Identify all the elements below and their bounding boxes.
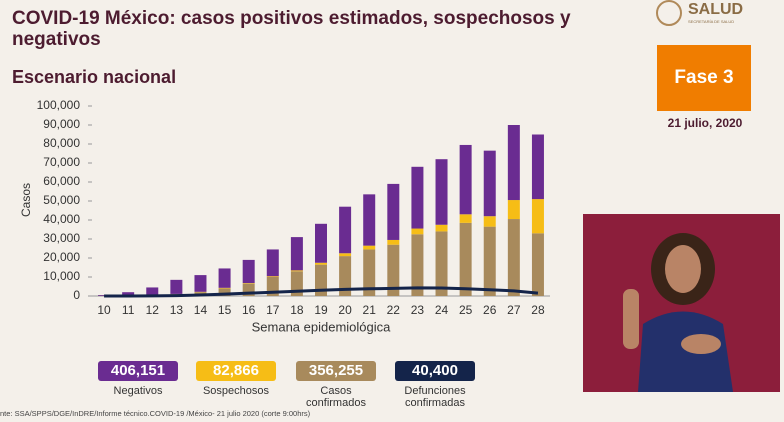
bar-segment: [483, 226, 496, 296]
y-tick-label: 30,000: [43, 231, 80, 245]
x-tick-label: 26: [483, 303, 497, 317]
bar-segment: [435, 159, 448, 225]
y-tick-label: 0: [73, 288, 80, 302]
bar-segment: [218, 287, 231, 289]
logo-emblem: [656, 0, 682, 26]
x-tick-label: 25: [459, 303, 473, 317]
bar-segment: [363, 245, 376, 250]
bar-segment: [483, 150, 496, 217]
legend-entry: 40,400 Defunciones confirmadas: [395, 361, 475, 409]
y-tick-label: 70,000: [43, 155, 80, 169]
logo-subtext: SECRETARÍA DE SALUD: [688, 19, 735, 24]
bar-segment: [531, 199, 544, 234]
legend-total: 356,255: [296, 361, 376, 381]
x-tick-label: 17: [266, 303, 280, 317]
x-tick-label: 22: [387, 303, 401, 317]
chart: Casos Semana epidemiológica 0 10,000 20,00…: [19, 98, 550, 334]
bar-segment: [194, 275, 207, 292]
y-tick-label: 50,000: [43, 193, 80, 207]
x-tick-label: 19: [314, 303, 328, 317]
y-axis-label: Casos: [19, 183, 33, 217]
y-tick-label: 80,000: [43, 136, 80, 150]
bar-segment: [218, 268, 231, 288]
video-interpreter: [583, 214, 780, 392]
x-tick-label: 21: [363, 303, 377, 317]
x-tick-label: 27: [507, 303, 521, 317]
y-tick-label: 40,000: [43, 212, 80, 226]
phase-badge: Fase 3: [657, 45, 751, 111]
bar-segment: [363, 194, 376, 246]
bar-segment: [387, 183, 400, 240]
legend-label: Casos confirmados: [306, 385, 366, 409]
bar-segment: [290, 270, 303, 272]
legend-label: Defunciones confirmadas: [404, 385, 466, 409]
bar-segment: [459, 214, 472, 223]
bar-segment: [339, 256, 352, 296]
bar-segment: [531, 134, 544, 200]
legend-entry: 82,866 Sospechosos: [196, 361, 276, 397]
logo-text: SALUD: [688, 1, 744, 18]
bar-segment: [266, 276, 279, 277]
bar-segment: [363, 249, 376, 296]
legend-total: 406,151: [98, 361, 178, 381]
title: COVID-19 México: casos positivos estimad…: [12, 8, 571, 50]
bar-segment: [242, 283, 255, 284]
bar-segment: [411, 234, 424, 296]
legend-total: 82,866: [196, 361, 276, 381]
bar-segment: [507, 219, 520, 296]
x-tick-label: 24: [435, 303, 449, 317]
bar-segment: [411, 228, 424, 235]
bar-segment: [339, 206, 352, 254]
bar-segment: [435, 231, 448, 296]
x-tick-label: 14: [194, 303, 208, 317]
bar-segment: [146, 287, 159, 296]
y-tick-label: 10,000: [43, 269, 80, 283]
bar-segment: [290, 237, 303, 271]
bar-segment: [339, 253, 352, 257]
legend-entry: 356,255 Casos confirmados: [296, 361, 376, 409]
bar-segment: [387, 239, 400, 245]
bar-segment: [170, 279, 183, 294]
bar-segment: [507, 125, 520, 201]
legend-total: 40,400: [395, 361, 475, 381]
x-tick-label: 12: [146, 303, 160, 317]
bar-segment: [315, 264, 327, 296]
x-tick-label: 10: [97, 303, 111, 317]
bar-segment: [218, 288, 231, 296]
bar-segment: [507, 200, 520, 220]
legend-label: Negativos: [113, 385, 163, 397]
x-tick-label: 16: [242, 303, 256, 317]
line: [104, 286, 539, 298]
x-tick-label: 13: [170, 303, 184, 317]
y-tick-label: 20,000: [43, 250, 80, 264]
x-tick-label: 28: [531, 303, 545, 317]
bar-segment: [411, 166, 424, 229]
y-tick-label: 100,000: [37, 98, 81, 112]
x-tick-label: 11: [122, 303, 135, 317]
bar-segment: [122, 292, 135, 296]
legend-entry: 406,151 Negativos: [98, 361, 178, 397]
bar-segment: [387, 244, 400, 296]
x-tick-label: 23: [411, 303, 425, 317]
bar-segment: [266, 249, 279, 277]
x-axis-label: Semana epidemiológica: [252, 319, 392, 334]
bar-segment: [315, 223, 327, 263]
bar-segment: [531, 233, 544, 296]
source: nte: SSA/SPPS/DGE/InDRE/Informe técnico.…: [0, 409, 311, 418]
y-tick-label: 60,000: [43, 174, 80, 188]
subtitle: Escenario nacional: [12, 67, 177, 87]
x-tick-label: 20: [338, 303, 352, 317]
legend-label: Sospechosos: [202, 385, 270, 397]
bar-segment: [242, 259, 255, 284]
bar-segment: [483, 216, 496, 227]
bar-segment: [459, 222, 472, 296]
bar-segment: [315, 262, 327, 265]
x-tick-label: 18: [290, 303, 304, 317]
y-tick-label: 90,000: [43, 117, 80, 131]
bar-segment: [459, 144, 472, 215]
bar-segment: [435, 224, 448, 232]
date: 21 julio, 2020: [667, 116, 743, 130]
x-tick-label: 15: [218, 303, 232, 317]
